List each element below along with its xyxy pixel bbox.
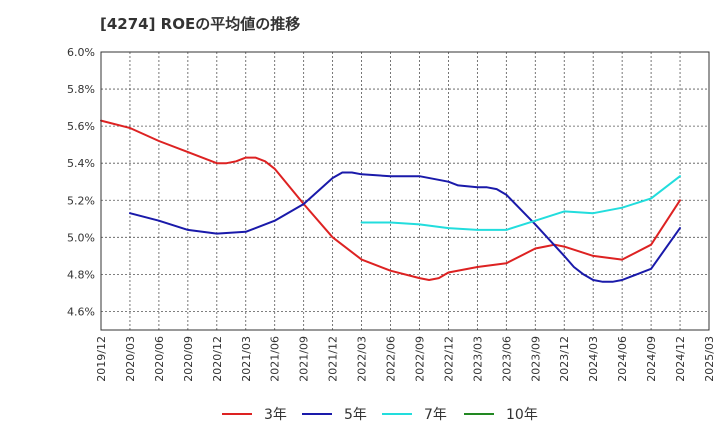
y-tick-label: 4.6% — [67, 305, 95, 318]
x-tick-label: 2022/12 — [442, 336, 455, 382]
x-tick-label: 2020/03 — [124, 336, 137, 382]
x-tick-label: 2021/03 — [240, 336, 253, 382]
x-tick-label: 2023/03 — [471, 336, 484, 382]
x-tick-label: 2021/12 — [327, 336, 340, 382]
x-tick-label: 2021/09 — [298, 336, 311, 382]
series-line-5年 — [129, 171, 681, 283]
series-line-3年 — [100, 119, 681, 281]
series-line-7年 — [360, 175, 681, 231]
x-tick-label: 2019/12 — [95, 336, 108, 382]
x-tick-label: 2022/06 — [385, 336, 398, 382]
y-tick-label: 5.8% — [67, 83, 95, 96]
y-tick-label: 6.0% — [67, 46, 95, 59]
y-tick-label: 4.8% — [67, 268, 95, 281]
x-axis-ticks: 2019/12 2020/03 2020/06 2020/09 2020/12 2021/… — [95, 336, 716, 382]
legend-label: 7年 — [424, 407, 447, 423]
x-tick-label: 2023/09 — [529, 336, 542, 382]
x-tick-label: 2022/09 — [413, 336, 426, 382]
y-tick-label: 5.0% — [67, 231, 95, 244]
x-tick-label: 2024/06 — [616, 336, 629, 382]
legend-label: 3年 — [264, 407, 287, 423]
x-tick-label: 2024/12 — [674, 336, 687, 382]
x-tick-label: 2022/03 — [356, 336, 369, 382]
y-tick-label: 5.4% — [67, 157, 95, 170]
y-tick-label: 5.6% — [67, 120, 95, 133]
legend-label: 5年 — [344, 407, 367, 423]
legend: 3年 5年 7年 10年 — [222, 407, 538, 423]
x-tick-label: 2020/12 — [211, 336, 224, 382]
x-tick-label: 2020/09 — [182, 336, 195, 382]
x-tick-label: 2024/09 — [645, 336, 658, 382]
x-tick-label: 2024/03 — [587, 336, 600, 382]
x-tick-label: 2023/06 — [500, 336, 513, 382]
plot-area-frame — [100, 51, 710, 331]
x-tick-label: 2021/06 — [269, 336, 282, 382]
y-tick-label: 5.2% — [67, 194, 95, 207]
series-lines — [100, 119, 681, 283]
legend-label: 10年 — [506, 407, 538, 423]
x-tick-label: 2025/03 — [703, 336, 716, 382]
x-tick-label: 2020/06 — [153, 336, 166, 382]
y-axis-ticks: 4.6% 4.8% 5.0% 5.2% 5.4% 5.6% 5.8% 6.0% — [67, 46, 95, 318]
chart-title: [4274] ROEの平均値の推移 — [100, 15, 301, 33]
x-tick-label: 2023/12 — [558, 336, 571, 382]
grid — [100, 51, 710, 330]
